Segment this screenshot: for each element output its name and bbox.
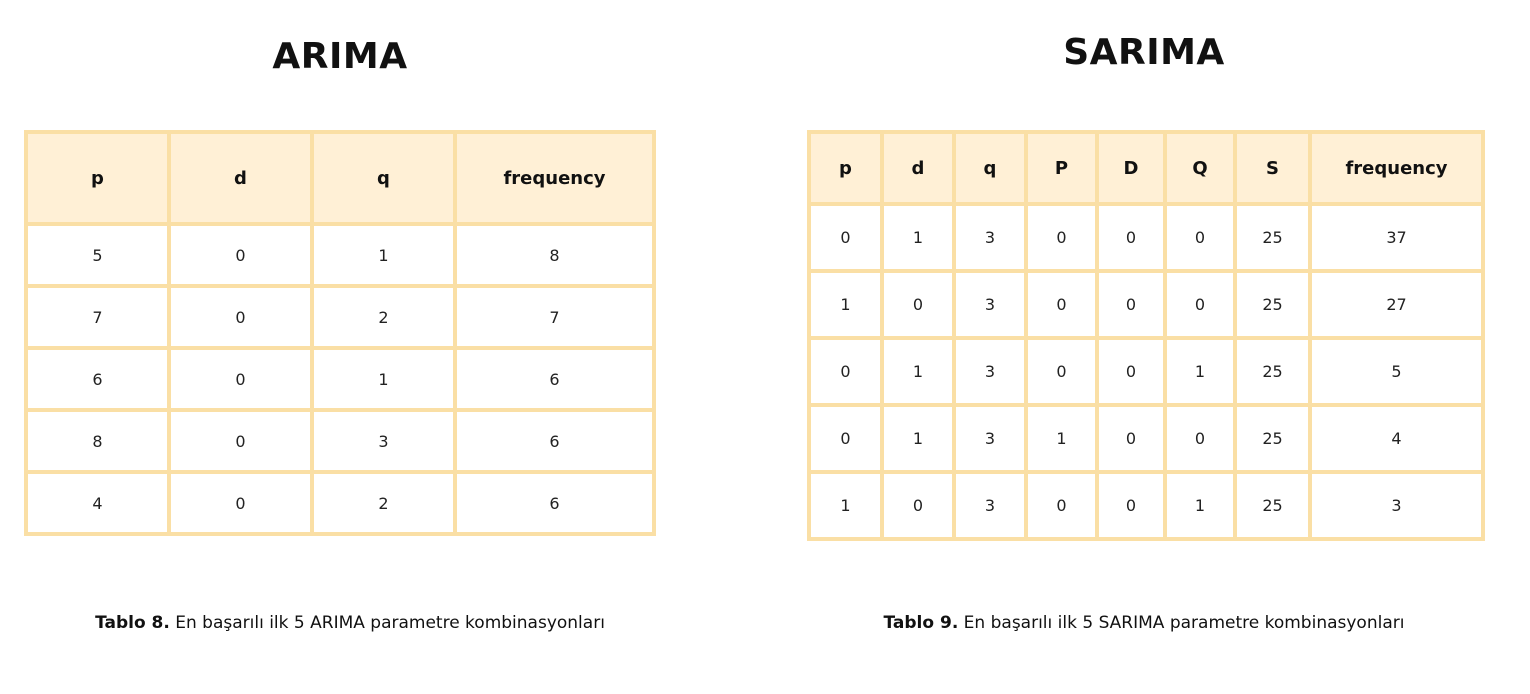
table-row: 4 0 2 6 xyxy=(24,470,656,536)
table-cell: 3 xyxy=(1308,470,1485,541)
table-cell: 0 xyxy=(1095,269,1167,340)
table-cell: 1 xyxy=(880,202,956,273)
table-cell: 0 xyxy=(880,269,956,340)
table-cell: 0 xyxy=(807,202,884,273)
table-row: 0 1 3 0 0 0 25 37 xyxy=(807,202,1485,273)
table-cell: 1 xyxy=(1024,403,1099,474)
table-cell: 0 xyxy=(1163,403,1237,474)
column-header-seasonal-p: P xyxy=(1024,130,1099,206)
table-cell: 0 xyxy=(880,470,956,541)
table-cell: 6 xyxy=(453,408,656,474)
table-cell: 0 xyxy=(1095,336,1167,407)
caption-label: Tablo 8. xyxy=(95,613,170,633)
table-cell: 1 xyxy=(807,470,884,541)
sarima-table: p d q P D Q S frequency 0 1 3 0 0 0 25 3… xyxy=(807,130,1485,541)
table-cell: 0 xyxy=(167,470,314,536)
table-cell: 0 xyxy=(1095,202,1167,273)
table-cell: 0 xyxy=(167,408,314,474)
table-cell: 0 xyxy=(167,346,314,412)
table-header-row: p d q P D Q S frequency xyxy=(807,130,1485,206)
caption-label: Tablo 9. xyxy=(883,613,959,633)
table-cell: 7 xyxy=(24,284,171,350)
column-header-q: q xyxy=(310,130,457,226)
column-header-q: q xyxy=(952,130,1028,206)
table-cell: 0 xyxy=(1163,269,1237,340)
table-cell: 8 xyxy=(453,222,656,288)
arima-caption: Tablo 8. En başarılı ilk 5 ARIMA paramet… xyxy=(24,613,676,633)
table-cell: 6 xyxy=(453,470,656,536)
table-row: 5 0 1 8 xyxy=(24,222,656,288)
table-cell: 3 xyxy=(952,470,1028,541)
table-row: 6 0 1 6 xyxy=(24,346,656,412)
table-cell: 1 xyxy=(880,403,956,474)
table-cell: 0 xyxy=(807,336,884,407)
table-cell: 3 xyxy=(952,202,1028,273)
caption-text: En başarılı ilk 5 SARIMA parametre kombi… xyxy=(958,613,1405,633)
table-cell: 1 xyxy=(1163,336,1237,407)
column-header-frequency: frequency xyxy=(1308,130,1485,206)
table-cell: 0 xyxy=(1163,202,1237,273)
table-cell: 0 xyxy=(167,222,314,288)
table-cell: 1 xyxy=(310,222,457,288)
table-cell: 25 xyxy=(1233,269,1312,340)
table-cell: 1 xyxy=(1163,470,1237,541)
column-header-frequency: frequency xyxy=(453,130,656,226)
table-cell: 8 xyxy=(24,408,171,474)
table-cell: 0 xyxy=(167,284,314,350)
column-header-p: p xyxy=(807,130,884,206)
column-header-p: p xyxy=(24,130,171,226)
column-header-d: d xyxy=(167,130,314,226)
table-cell: 2 xyxy=(310,470,457,536)
table-cell: 0 xyxy=(1024,269,1099,340)
table-cell: 0 xyxy=(1024,202,1099,273)
arima-table: p d q frequency 5 0 1 8 7 0 2 7 6 0 1 6 … xyxy=(24,130,656,536)
table-cell: 5 xyxy=(24,222,171,288)
table-cell: 37 xyxy=(1308,202,1485,273)
table-cell: 1 xyxy=(880,336,956,407)
column-header-s: S xyxy=(1233,130,1312,206)
table-cell: 3 xyxy=(952,336,1028,407)
table-cell: 25 xyxy=(1233,202,1312,273)
column-header-seasonal-d: D xyxy=(1095,130,1167,206)
table-cell: 25 xyxy=(1233,336,1312,407)
table-row: 0 1 3 0 0 1 25 5 xyxy=(807,336,1485,407)
sarima-caption: Tablo 9. En başarılı ilk 5 SARIMA parame… xyxy=(807,613,1481,633)
table-row: 1 0 3 0 0 1 25 3 xyxy=(807,470,1485,541)
table-cell: 0 xyxy=(807,403,884,474)
table-row: 8 0 3 6 xyxy=(24,408,656,474)
table-cell: 25 xyxy=(1233,403,1312,474)
table-cell: 1 xyxy=(310,346,457,412)
table-cell: 27 xyxy=(1308,269,1485,340)
table-cell: 4 xyxy=(1308,403,1485,474)
table-cell: 0 xyxy=(1024,336,1099,407)
table-cell: 6 xyxy=(453,346,656,412)
table-row: 0 1 3 1 0 0 25 4 xyxy=(807,403,1485,474)
table-cell: 2 xyxy=(310,284,457,350)
table-row: 1 0 3 0 0 0 25 27 xyxy=(807,269,1485,340)
table-row: 7 0 2 7 xyxy=(24,284,656,350)
table-header-row: p d q frequency xyxy=(24,130,656,226)
table-cell: 0 xyxy=(1095,403,1167,474)
caption-text: En başarılı ilk 5 ARIMA parametre kombin… xyxy=(169,613,605,633)
table-cell: 1 xyxy=(807,269,884,340)
table-cell: 0 xyxy=(1024,470,1099,541)
table-cell: 25 xyxy=(1233,470,1312,541)
sarima-title: SARIMA xyxy=(1063,32,1225,73)
arima-title: ARIMA xyxy=(272,36,408,77)
table-cell: 4 xyxy=(24,470,171,536)
table-cell: 7 xyxy=(453,284,656,350)
table-cell: 3 xyxy=(310,408,457,474)
column-header-d: d xyxy=(880,130,956,206)
table-cell: 0 xyxy=(1095,470,1167,541)
table-cell: 6 xyxy=(24,346,171,412)
column-header-seasonal-q: Q xyxy=(1163,130,1237,206)
table-cell: 5 xyxy=(1308,336,1485,407)
table-cell: 3 xyxy=(952,269,1028,340)
table-cell: 3 xyxy=(952,403,1028,474)
